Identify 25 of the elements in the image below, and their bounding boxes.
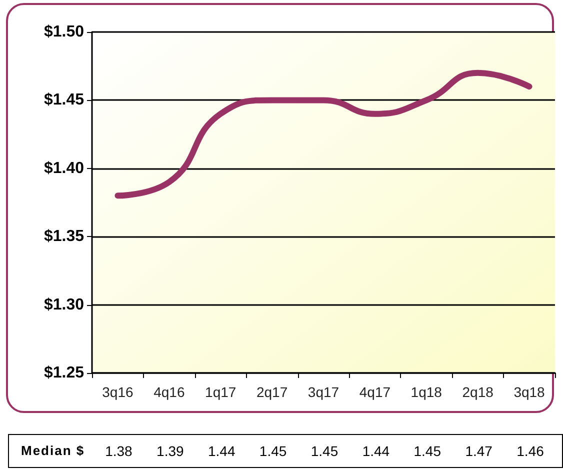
y-tick-label: $1.35: [44, 228, 84, 246]
data-label: 1.46: [516, 443, 544, 459]
data-label: 1.45: [414, 443, 441, 459]
x-tick-label: 3q18: [514, 384, 546, 400]
x-tick-label: 1q17: [205, 384, 236, 400]
data-label: 1.44: [362, 443, 390, 459]
x-tick-label: 3q16: [102, 384, 134, 400]
y-tick-label: $1.50: [44, 24, 84, 40]
x-tick-label: 1q18: [410, 384, 442, 400]
y-tick-label: $1.45: [44, 92, 84, 109]
x-tick-label: 2q18: [462, 384, 494, 400]
y-tick-label: $1.40: [44, 160, 84, 177]
x-tick-label: 3q17: [308, 384, 340, 400]
x-tick-label: 4q16: [154, 384, 185, 400]
data-label: 1.44: [208, 443, 236, 459]
data-label: 1.47: [465, 443, 492, 459]
y-tick-label: $1.25: [44, 364, 84, 382]
data-label: 1.39: [156, 443, 184, 459]
y-tick-label: $1.30: [44, 296, 84, 314]
x-tick-label: 4q17: [359, 384, 391, 400]
x-tick-label: 2q17: [256, 384, 288, 400]
text: Median $: [21, 443, 85, 458]
data-label: 1.45: [310, 443, 338, 459]
data-label: 1.45: [259, 443, 287, 459]
data-label: 1.38: [105, 443, 132, 459]
